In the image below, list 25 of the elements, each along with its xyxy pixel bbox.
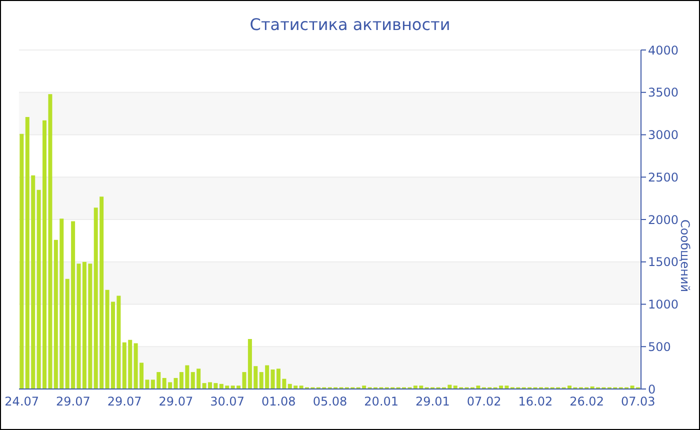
y-tick-label: 2500: [648, 170, 679, 184]
x-tick-label: 16.02: [518, 394, 553, 409]
y-tick-label: 2000: [648, 212, 679, 227]
y-tick-label: 0: [648, 382, 656, 396]
y-tick-label: 1500: [648, 255, 679, 270]
x-tick-label: 05.08: [312, 394, 348, 409]
x-tick-label: 29.07: [158, 394, 194, 409]
x-tick-label: 01.08: [261, 394, 296, 409]
x-tick-label: 07.02: [466, 394, 502, 409]
y-axis-title: Сообщений: [678, 220, 692, 292]
y-tick-label: 500: [648, 340, 671, 354]
x-tick-label: 29.01: [416, 394, 450, 409]
x-tick-label: 26.02: [570, 394, 604, 409]
x-tick-label: 29.07: [56, 394, 90, 409]
chart-title: Статистика активности: [248, 15, 452, 34]
x-tick-label: 07.03: [620, 394, 656, 409]
x-tick-label: 24.07: [4, 394, 40, 409]
x-tick-label: 20.01: [364, 394, 399, 409]
x-tick-label: 30.07: [210, 394, 244, 409]
y-tick-label: 3500: [648, 86, 679, 100]
y-tick-label: 4000: [648, 43, 679, 58]
y-tick-label: 3000: [648, 128, 679, 142]
bar: [20, 134, 24, 389]
x-tick-label: 29.07: [107, 394, 142, 409]
y-tick-label: 1000: [648, 298, 679, 312]
